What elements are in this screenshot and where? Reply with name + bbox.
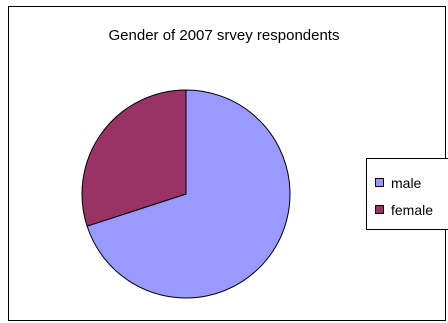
legend-label-female: female bbox=[391, 202, 434, 218]
pie-slice-male bbox=[86, 89, 291, 299]
legend-label-male: male bbox=[391, 175, 422, 191]
pie-slice-female bbox=[81, 89, 187, 227]
legend-swatch-female bbox=[375, 205, 384, 214]
chart-title: Gender of 2007 srvey respondents bbox=[108, 27, 340, 44]
legend-swatch-male bbox=[375, 178, 384, 187]
legend: male female bbox=[366, 158, 448, 230]
